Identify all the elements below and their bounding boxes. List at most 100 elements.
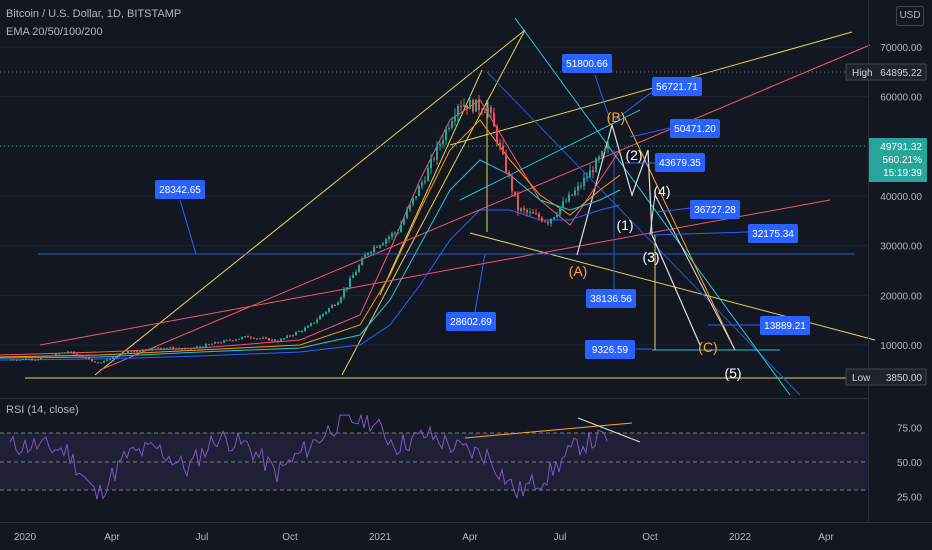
- ema-50-line: [0, 119, 621, 358]
- candle-body: [505, 153, 507, 173]
- candle-body: [316, 319, 318, 323]
- candle-body: [145, 349, 147, 351]
- rsi-label[interactable]: RSI (14, close): [6, 404, 79, 416]
- candle-body: [466, 105, 468, 110]
- candle-body: [157, 347, 159, 349]
- time-tick-label: Oct: [642, 532, 658, 543]
- trendline-blue: [486, 71, 801, 396]
- price-axis: 70000.0060000.0050000.0040000.0030000.00…: [880, 43, 922, 352]
- candle-body: [394, 232, 396, 234]
- price-box[interactable]: 50471.20: [670, 119, 720, 138]
- candle-body: [109, 358, 111, 360]
- candle-body: [559, 207, 561, 215]
- high-badge: High 64895.22: [845, 63, 927, 81]
- candle-body: [400, 224, 402, 233]
- candle-body: [517, 195, 519, 211]
- candle-body: [592, 170, 594, 173]
- candle-body: [523, 208, 525, 211]
- candle-body: [313, 322, 315, 324]
- candle-body: [283, 338, 285, 340]
- price-box[interactable]: 32175.34: [748, 224, 798, 243]
- time-axis: 2020 Apr Jul Oct 2021 Apr Jul Oct 2022 Apr: [14, 532, 835, 543]
- candle-body: [511, 176, 513, 192]
- candle-body: [115, 356, 117, 358]
- candle-body: [226, 339, 228, 341]
- candle-body: [274, 339, 276, 342]
- price-box-label: 43679.35: [659, 158, 701, 169]
- candle-body: [397, 232, 399, 234]
- candle-body: [346, 287, 348, 290]
- candle-body: [544, 221, 546, 223]
- price-tick-label: 70000.00: [880, 43, 922, 54]
- countdown-value: 15:19:39: [883, 168, 922, 179]
- candle-body: [259, 338, 261, 340]
- candle-body: [262, 337, 264, 339]
- candle-body: [19, 359, 21, 361]
- candle-body: [370, 251, 372, 253]
- candle-body: [229, 339, 231, 341]
- time-axis-divider: [0, 522, 932, 523]
- candle-body: [439, 144, 441, 146]
- trendline-teal: [459, 109, 641, 201]
- price-box[interactable]: 9326.59: [585, 340, 635, 359]
- candle-body: [442, 140, 444, 145]
- price-box[interactable]: 28602.69: [446, 312, 496, 331]
- candle-body: [391, 233, 393, 237]
- price-box[interactable]: 43679.35: [655, 153, 705, 172]
- rsi-trendline: [577, 417, 641, 443]
- trendline-yellow: [449, 31, 853, 146]
- price-box[interactable]: 51800.66: [562, 54, 612, 73]
- candle-body: [91, 359, 93, 362]
- candle-body: [361, 258, 363, 266]
- candle-body: [67, 351, 69, 353]
- candle-body: [568, 194, 570, 202]
- low-label: Low: [852, 373, 871, 384]
- candle-body: [292, 335, 294, 337]
- time-tick-label: Apr: [104, 532, 120, 543]
- candle-body: [448, 127, 450, 129]
- candle-body: [424, 180, 426, 183]
- price-box[interactable]: 38136.56: [586, 289, 636, 308]
- candle-body: [58, 353, 60, 355]
- candle-body: [322, 313, 324, 316]
- candle-body: [64, 352, 66, 354]
- symbol-title[interactable]: Bitcoin / U.S. Dollar, 1D, BITSTAMP: [6, 8, 182, 20]
- price-box[interactable]: 56721.71: [652, 77, 702, 96]
- candle-body: [364, 254, 366, 259]
- last-price-badge: 49791.32 560.21% 15:19:39: [869, 138, 927, 182]
- candle-body: [604, 148, 606, 152]
- candle-body: [451, 121, 453, 128]
- price-box[interactable]: 36727.28: [690, 200, 740, 219]
- indicator-label[interactable]: EMA 20/50/100/200: [6, 26, 103, 38]
- candle-body: [184, 348, 186, 350]
- time-tick-label: 2021: [369, 532, 392, 543]
- candle-body: [214, 342, 216, 344]
- price-box-label: 51800.66: [566, 59, 608, 70]
- candle-body: [319, 315, 321, 320]
- price-tick-label: 10000.00: [880, 341, 922, 352]
- candle-body: [598, 156, 600, 159]
- candle-body: [238, 338, 240, 340]
- candle-body: [385, 239, 387, 244]
- candle-body: [103, 360, 105, 363]
- rsi-tick-label: 25.00: [897, 493, 922, 504]
- time-tick-label: Oct: [282, 532, 298, 543]
- candle-body: [307, 326, 309, 328]
- wave-label: (A): [569, 263, 588, 279]
- price-box-label: 28342.65: [159, 185, 201, 196]
- currency-button[interactable]: USD: [896, 6, 924, 26]
- candle-body: [469, 100, 471, 110]
- trendline-yellow: [94, 29, 526, 376]
- candle-body: [325, 311, 327, 314]
- trendlines: [25, 17, 876, 396]
- candle-body: [343, 289, 345, 298]
- last-price-value: 49791.32: [880, 142, 922, 153]
- candle-body: [154, 347, 156, 349]
- candle-body: [328, 308, 330, 312]
- price-box-label: 9326.59: [592, 345, 629, 356]
- price-box[interactable]: 28342.65: [155, 180, 205, 199]
- trendline-red: [99, 44, 871, 371]
- candle-body: [583, 177, 585, 186]
- candle-body: [427, 168, 429, 181]
- price-box[interactable]: 13889.21: [760, 316, 810, 335]
